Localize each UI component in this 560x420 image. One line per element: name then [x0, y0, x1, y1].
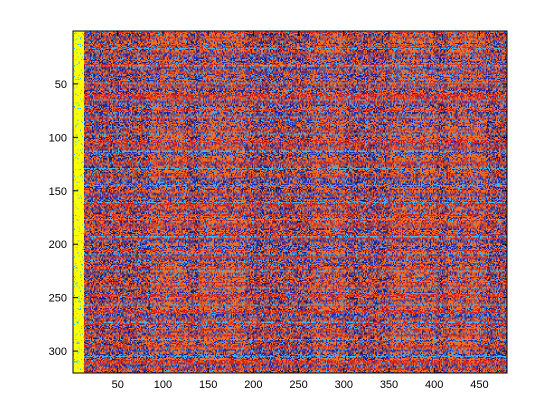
- axes-box: [72, 30, 508, 374]
- x-tick-label: 250: [289, 379, 307, 391]
- y-axis: 50 100 150 200 250 300: [49, 79, 507, 358]
- y-tick-label: 150: [49, 186, 67, 198]
- x-tick-label: 300: [335, 379, 353, 391]
- y-tick-label: 300: [49, 346, 67, 358]
- x-tick-label: 400: [425, 379, 443, 391]
- x-tick-label: 50: [112, 379, 124, 391]
- x-tick-label: 350: [380, 379, 398, 391]
- y-tick-label: 50: [55, 79, 67, 91]
- x-tick-label: 150: [199, 379, 217, 391]
- x-tick-label: 100: [154, 379, 172, 391]
- y-tick-label: 100: [49, 132, 67, 144]
- x-axis: 50 100 150 200 250 300 350 400 450: [112, 31, 489, 391]
- y-tick-label: 200: [49, 239, 67, 251]
- x-tick-label: 450: [470, 379, 488, 391]
- y-tick-label: 250: [49, 293, 67, 305]
- heatmap-image: [73, 31, 507, 373]
- x-tick-label: 200: [244, 379, 262, 391]
